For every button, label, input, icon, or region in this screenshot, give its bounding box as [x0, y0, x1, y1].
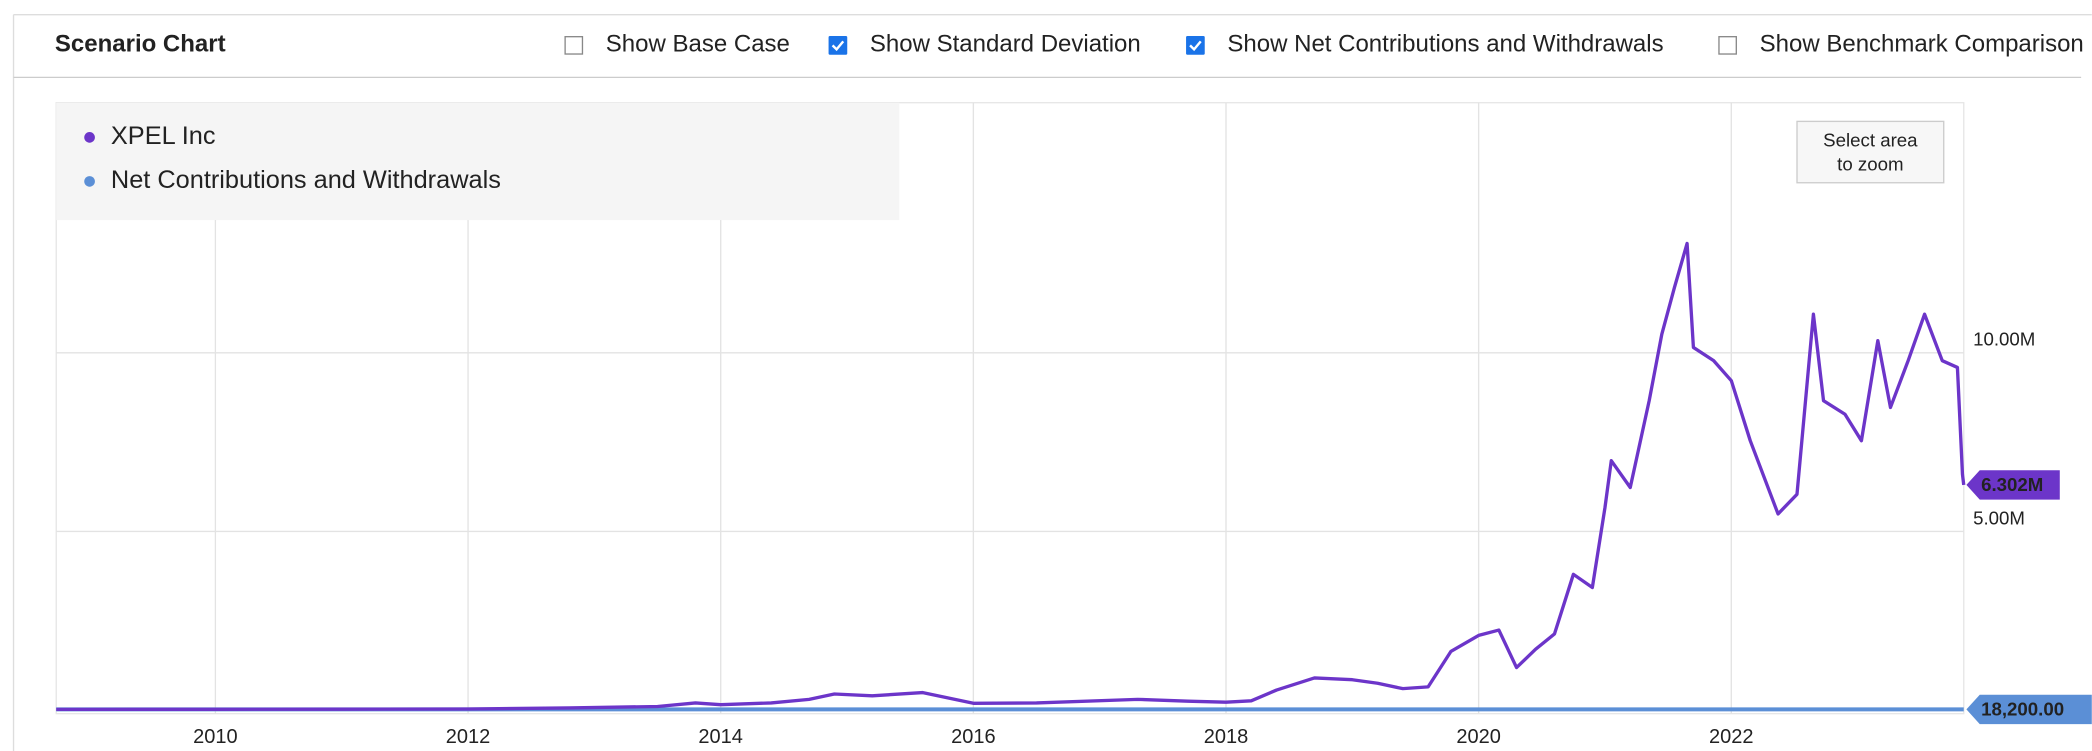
legend-label: XPEL Inc — [111, 122, 216, 150]
checkbox-checked — [828, 36, 848, 55]
checkbox-checked — [1186, 36, 1205, 55]
y-tick-label: 5.00M — [1973, 507, 2025, 528]
checkbox-unchecked — [1718, 36, 1737, 55]
grid: 2010 2012 2014 2016 2018 2020 2022 5.00M 10.00M — [56, 102, 2035, 748]
checkbox-unchecked — [564, 36, 584, 55]
marks: 18,200.00 6.302M — [56, 241, 2092, 725]
x-tick-label: 2014 — [698, 726, 743, 748]
series-line — [56, 241, 1966, 712]
legend-marker — [84, 176, 95, 187]
checkmark — [831, 40, 845, 52]
x-tick-label: 2020 — [1456, 726, 1501, 748]
checkbox-label: Show Base Case — [606, 31, 790, 58]
checkbox-label: Show Standard Deviation — [870, 31, 1141, 58]
zoom-button-text: Select area — [1823, 129, 1918, 150]
zoom-button-bg — [1796, 120, 1945, 184]
x-tick-label: 2018 — [1204, 726, 1249, 748]
x-tick-label: 2016 — [951, 726, 995, 748]
zoom-button[interactable]: Select area to zoom — [1796, 120, 1945, 184]
x-tick-label: 2022 — [1709, 726, 1754, 748]
checkbox-option[interactable]: Show Base Case — [564, 31, 790, 58]
legend: XPEL Inc Net Contributions and Withdrawal… — [84, 122, 501, 194]
legend-marker — [84, 132, 95, 143]
x-tick-label: 2010 — [193, 726, 238, 748]
x-tick-label: 2012 — [446, 726, 491, 748]
header-title: Scenario Chart — [55, 31, 226, 58]
value-tag-label: 18,200.00 — [1981, 699, 2064, 720]
checkbox-option[interactable]: Show Standard Deviation — [828, 31, 1141, 58]
checkbox-label: Show Benchmark Comparison — [1760, 31, 2084, 58]
checkbox-option[interactable]: Show Net Contributions and Withdrawals — [1186, 31, 1664, 58]
value-tag-label: 6.302M — [1981, 474, 2043, 495]
y-tick-label: 10.00M — [1973, 329, 2035, 350]
checkmark — [1189, 40, 1202, 52]
legend-label: Net Contributions and Withdrawals — [111, 166, 501, 194]
legend-box — [56, 102, 900, 221]
value-tag — [1966, 470, 2060, 500]
checkbox-option[interactable]: Show Benchmark Comparison — [1718, 31, 2084, 58]
zoom-button-text: to zoom — [1837, 153, 1903, 174]
value-tag — [1966, 694, 2092, 725]
checkbox-label: Show Net Contributions and Withdrawals — [1227, 31, 1663, 58]
options: Show Base Case Show Standard Deviation Sho… — [564, 31, 2084, 58]
